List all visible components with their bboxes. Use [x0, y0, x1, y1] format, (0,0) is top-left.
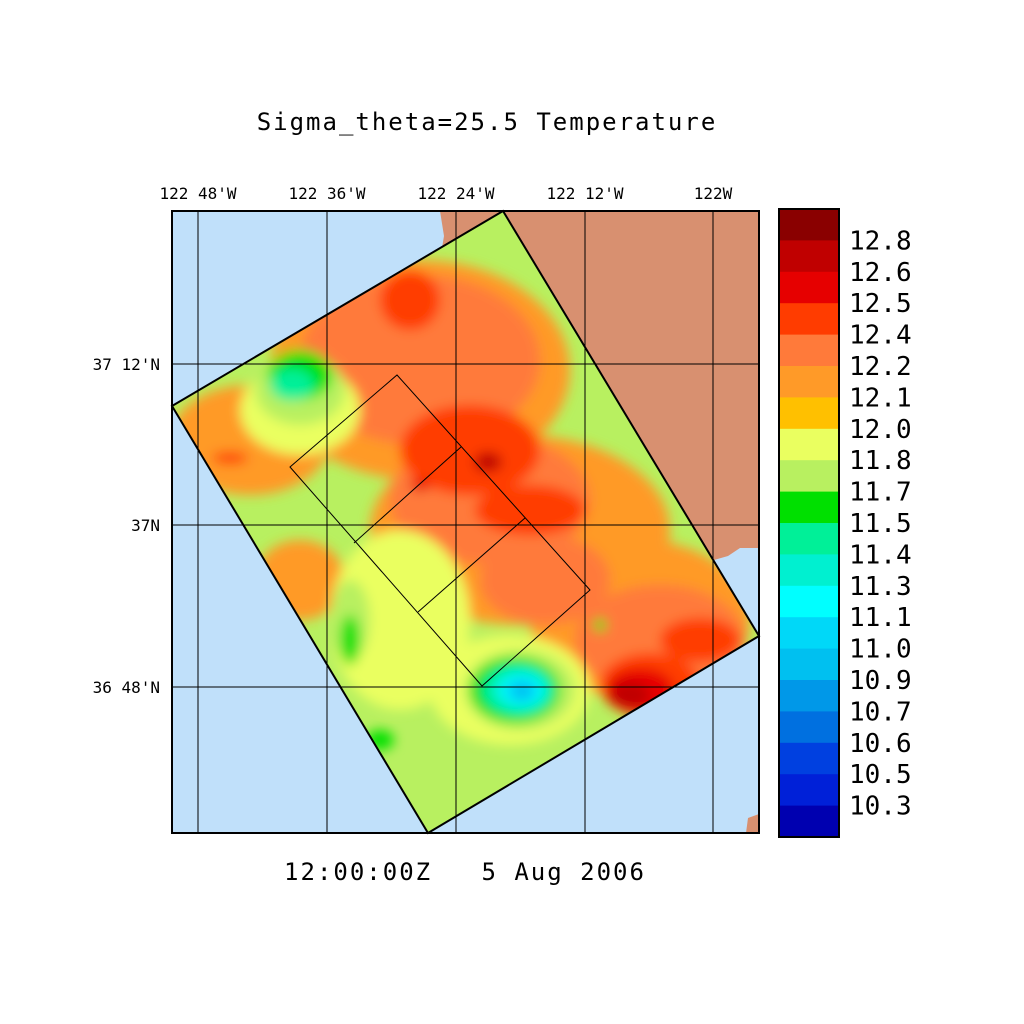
colorbar: 12.812.612.512.412.212.112.011.811.711.5… — [778, 208, 912, 838]
colorbar-swatch — [779, 240, 839, 273]
colorbar-label: 10.7 — [849, 697, 912, 727]
latitude-labels: 37 12'N 37N 36 48'N — [93, 355, 160, 697]
lon-label: 122 48'W — [159, 184, 236, 203]
lat-label: 36 48'N — [93, 678, 160, 697]
colorbar-label: 12.4 — [849, 321, 912, 351]
lon-label: 122 36'W — [288, 184, 365, 203]
colorbar-swatch — [779, 397, 839, 430]
colorbar-swatch — [779, 711, 839, 744]
lat-label: 37 12'N — [93, 355, 160, 374]
lat-label: 37N — [131, 516, 160, 535]
colorbar-label: 11.4 — [849, 540, 912, 570]
colorbar-label: 11.1 — [849, 603, 912, 633]
colorbar-swatch — [779, 774, 839, 807]
colorbar-swatch — [779, 209, 839, 241]
colorbar-swatch — [779, 366, 839, 398]
colorbar-swatch — [779, 303, 839, 336]
land-mass-point — [746, 814, 759, 833]
colorbar-swatch — [779, 491, 839, 524]
subdomain-divider-2 — [417, 517, 526, 613]
lon-label: 122W — [694, 184, 733, 203]
lon-label: 122 12'W — [546, 184, 623, 203]
colorbar-swatch — [779, 617, 839, 650]
colorbar-label: 11.3 — [849, 572, 912, 602]
colorbar-swatch — [779, 805, 839, 838]
colorbar-label: 10.9 — [849, 666, 912, 696]
colorbar-label: 11.0 — [849, 635, 912, 665]
colorbar-label: 12.2 — [849, 352, 912, 382]
colorbar-swatch — [779, 554, 839, 587]
colorbar-label: 11.5 — [849, 509, 912, 539]
plot-title: Sigma_theta=25.5 Temperature — [256, 108, 718, 136]
colorbar-swatch — [779, 428, 839, 461]
colorbar-swatch — [779, 585, 839, 618]
colorbar-swatch — [779, 460, 839, 493]
subdomain-divider-1 — [353, 446, 462, 544]
colorbar-label: 10.6 — [849, 729, 912, 759]
longitude-labels: 122 48'W 122 36'W 122 24'W 122 12'W 122W — [159, 184, 732, 203]
colorbar-label: 12.0 — [849, 415, 912, 445]
colorbar-swatch — [779, 334, 839, 367]
colorbar-label: 12.8 — [849, 226, 912, 256]
colorbar-swatch — [779, 523, 839, 555]
colorbar-swatch — [779, 742, 839, 775]
colorbar-label: 11.8 — [849, 446, 912, 476]
colorbar-label: 12.5 — [849, 289, 912, 319]
colorbar-swatch — [779, 680, 839, 712]
colorbar-label: 12.1 — [849, 383, 912, 413]
subdomain-box — [289, 374, 591, 687]
lon-label: 122 24'W — [417, 184, 494, 203]
timestamp: 12:00:00Z 5 Aug 2006 — [284, 858, 646, 886]
colorbar-label: 11.7 — [849, 478, 912, 508]
colorbar-swatch — [779, 648, 839, 681]
colorbar-frame — [778, 208, 840, 838]
colorbar-label: 10.5 — [849, 760, 912, 790]
map-frame — [171, 210, 760, 834]
colorbar-swatch — [779, 271, 839, 304]
colorbar-label: 10.3 — [849, 792, 912, 822]
colorbar-label: 12.6 — [849, 258, 912, 288]
